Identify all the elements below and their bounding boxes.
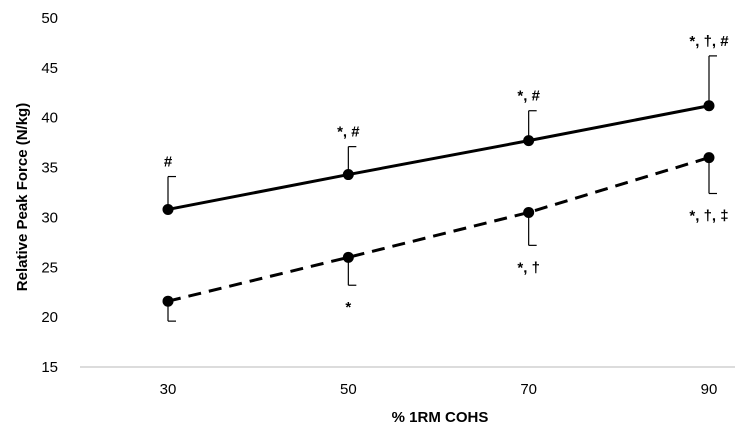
data-point bbox=[523, 135, 535, 147]
data-point bbox=[523, 206, 535, 218]
data-point bbox=[703, 100, 715, 112]
x-tick-label: 90 bbox=[701, 381, 718, 398]
y-tick-label: 50 bbox=[41, 10, 58, 27]
series-line-1 bbox=[167, 104, 710, 211]
x-tick-label: 50 bbox=[340, 381, 357, 398]
significance-annotation: * bbox=[345, 299, 351, 316]
y-tick-label: 40 bbox=[41, 110, 58, 127]
significance-annotation: *, # bbox=[337, 124, 360, 141]
significance-annotation: *, †, # bbox=[689, 33, 729, 50]
significance-annotation: # bbox=[164, 154, 173, 171]
y-tick-label: 25 bbox=[41, 259, 58, 276]
data-point bbox=[342, 251, 354, 263]
x-tick-label: 70 bbox=[520, 381, 537, 398]
data-point bbox=[703, 152, 715, 164]
x-tick-label: 30 bbox=[160, 381, 177, 398]
y-axis-title: Relative Peak Force (N/kg) bbox=[14, 103, 31, 291]
data-point bbox=[342, 169, 354, 181]
significance-annotation: *, # bbox=[517, 88, 540, 105]
y-tick-label: 30 bbox=[41, 209, 58, 226]
y-tick-label: 45 bbox=[41, 60, 58, 77]
x-axis-title: % 1RM COHS bbox=[392, 409, 489, 426]
plot-area: 15 20 25 30 35 40 45 50 30 50 70 90 # *, # *, # *, †, #… bbox=[41, 10, 735, 398]
data-point bbox=[162, 295, 174, 307]
y-tick-label: 35 bbox=[41, 160, 58, 177]
significance-annotation: *, †, ‡ bbox=[689, 207, 728, 224]
data-point bbox=[162, 203, 174, 215]
significance-annotation: *, † bbox=[517, 259, 540, 276]
series-line-2 bbox=[167, 156, 710, 303]
y-tick-label: 20 bbox=[41, 309, 58, 326]
y-tick-label: 15 bbox=[41, 359, 58, 376]
